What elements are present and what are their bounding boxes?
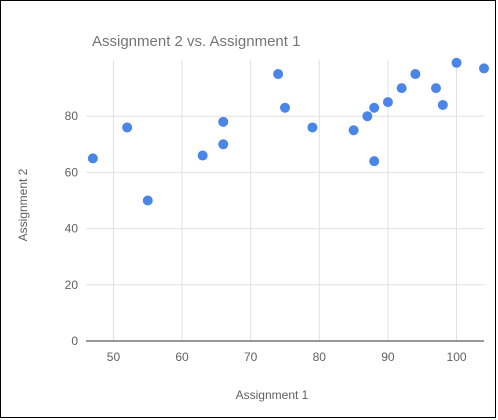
x-tick-label: 100 bbox=[447, 350, 467, 364]
data-point bbox=[437, 99, 448, 110]
x-tick-label: 70 bbox=[244, 350, 258, 364]
data-point bbox=[396, 83, 407, 94]
x-tick-label: 90 bbox=[381, 350, 395, 364]
data-point bbox=[218, 139, 229, 150]
data-point bbox=[369, 156, 380, 167]
data-point bbox=[87, 153, 98, 164]
x-tick-label: 50 bbox=[107, 350, 121, 364]
data-point bbox=[362, 111, 373, 122]
data-point bbox=[273, 69, 284, 80]
tick-labels: 50 60 70 80 90 100 0 20 40 60 80 bbox=[65, 109, 467, 364]
data-point bbox=[479, 63, 489, 74]
y-tick-label: 20 bbox=[65, 278, 79, 292]
data-point bbox=[430, 83, 441, 94]
data-point bbox=[369, 102, 380, 113]
y-axis-title: Assignment 2 bbox=[16, 168, 30, 241]
y-tick-label: 40 bbox=[65, 222, 79, 236]
data-point bbox=[280, 102, 290, 113]
data-point bbox=[218, 116, 229, 127]
chart-title: Assignment 2 vs. Assignment 1 bbox=[92, 33, 300, 50]
y-tick-label: 0 bbox=[71, 334, 78, 348]
data-point bbox=[142, 195, 153, 206]
data-point bbox=[451, 57, 462, 68]
x-axis-title: Assignment 1 bbox=[236, 388, 309, 402]
x-tick-label: 80 bbox=[313, 350, 327, 364]
data-point bbox=[307, 122, 318, 133]
data-point bbox=[382, 97, 393, 108]
data-points bbox=[87, 57, 489, 206]
data-point bbox=[122, 122, 133, 133]
gridlines bbox=[86, 60, 484, 341]
y-tick-label: 60 bbox=[65, 165, 79, 179]
data-point bbox=[410, 69, 421, 80]
data-point bbox=[197, 150, 208, 161]
data-point bbox=[348, 125, 359, 136]
y-tick-label: 80 bbox=[65, 109, 79, 123]
x-tick-label: 60 bbox=[175, 350, 189, 364]
